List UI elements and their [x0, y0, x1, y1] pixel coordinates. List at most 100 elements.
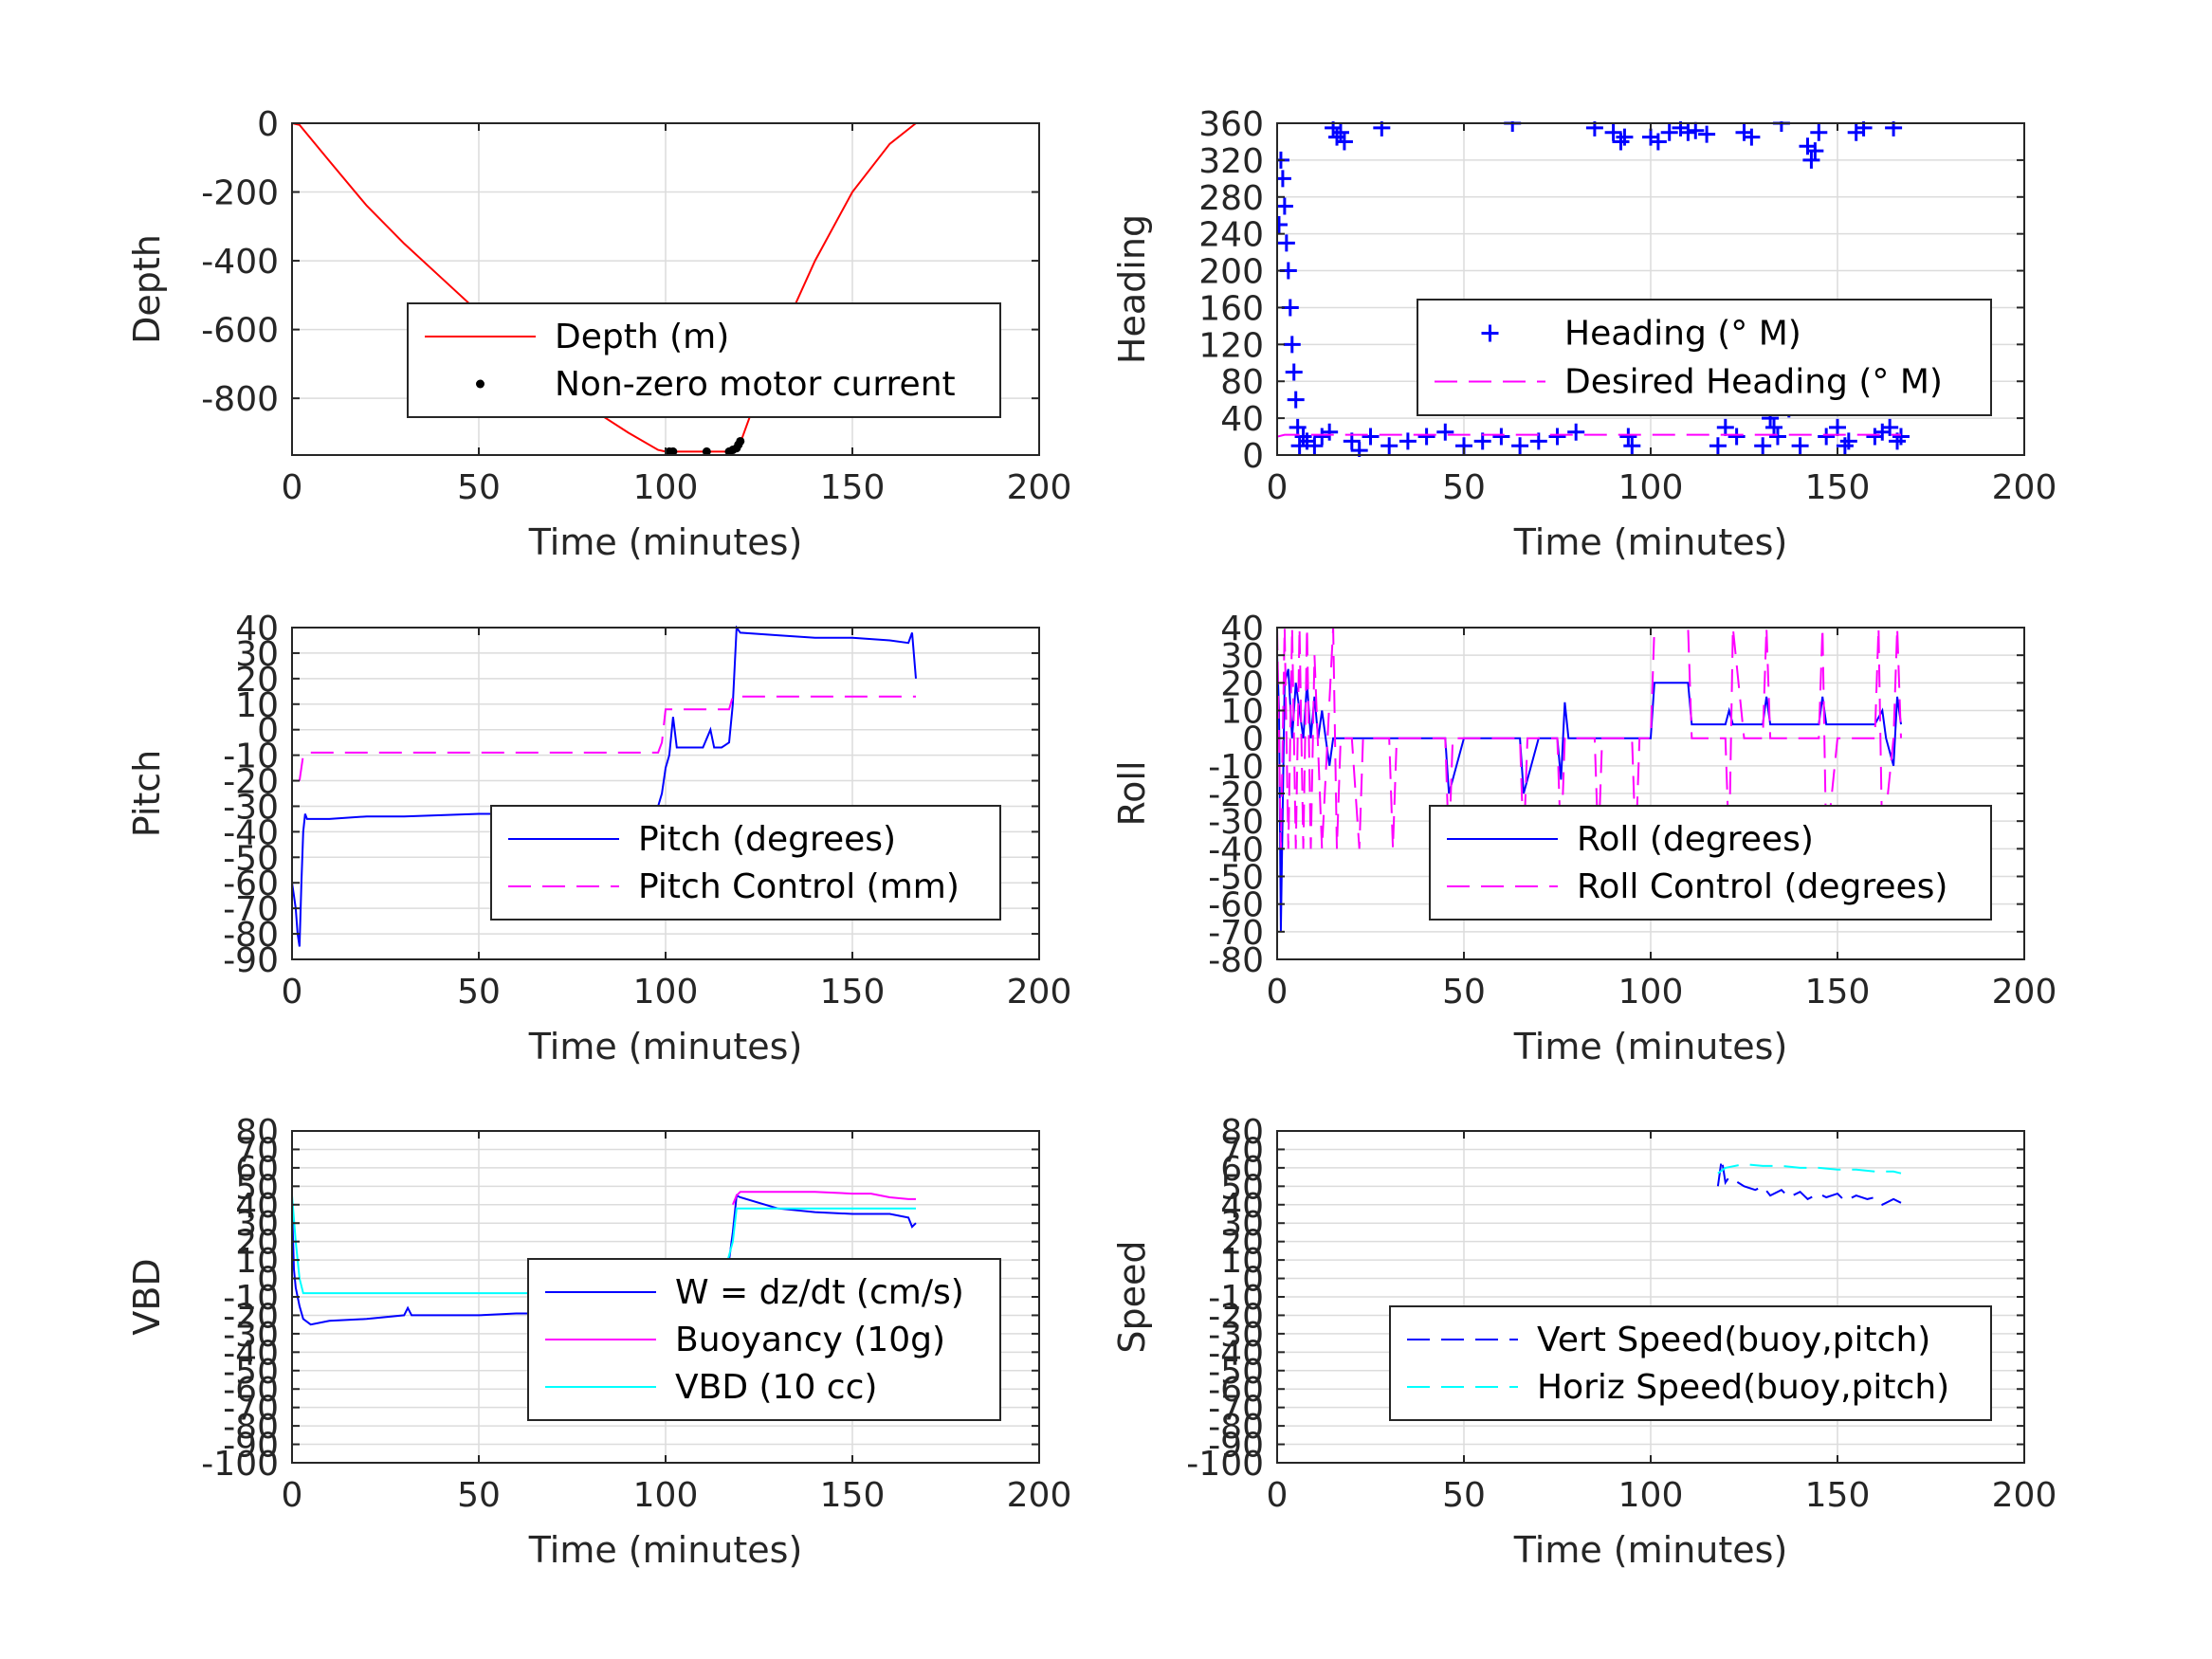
- heading-series-0-point: [1373, 121, 1391, 137]
- y-tick-label: 70: [1220, 1131, 1264, 1170]
- y-tick-label: -10: [1208, 1279, 1264, 1318]
- y-tick-label: -70: [223, 1390, 279, 1429]
- pitch-axes: 0 50 100 150 200403020100-10-20-30-40-50-60-…: [126, 610, 1071, 1067]
- y-tick-label: -80: [1208, 1408, 1264, 1447]
- y-tick-label: 0: [1242, 1261, 1264, 1300]
- heading-series-0-point: [1321, 423, 1339, 441]
- y-tick-label: -40: [1208, 830, 1264, 869]
- y-tick-label: -50: [223, 1353, 279, 1392]
- legend-label: Roll Control (degrees): [1577, 867, 1947, 906]
- legend-label: Heading (° M): [1564, 315, 1801, 354]
- heading-series-0-point: [1855, 121, 1873, 137]
- heading-series-0-point: [1679, 123, 1697, 141]
- y-tick-label: 80: [1220, 363, 1264, 402]
- y-axis-label: VBD: [126, 1258, 168, 1335]
- x-axis-label: Time (minutes): [1513, 1529, 1788, 1571]
- x-tick-label: 200: [1007, 1476, 1072, 1515]
- y-tick-label: 0: [257, 1261, 279, 1300]
- vbd-axes: 0 50 100 150 20080706050403020100-10-20-30-4…: [126, 1113, 1071, 1571]
- legend-label: VBD (10 cc): [675, 1368, 877, 1407]
- y-tick-label: 200: [1198, 253, 1264, 292]
- heading-series-0-point: [1791, 437, 1809, 455]
- heading-series-0-point: [1604, 123, 1622, 141]
- y-tick-label: -40: [223, 813, 279, 852]
- heading-series-0-point: [1362, 428, 1380, 446]
- x-tick-label: 0: [1267, 468, 1289, 507]
- y-tick-label: -80: [1208, 941, 1264, 980]
- depth-plot: [292, 122, 917, 456]
- heading-series-0-point: [1335, 133, 1353, 151]
- y-tick-label: -60: [223, 1371, 279, 1410]
- heading-series-0-point: [1885, 121, 1903, 137]
- x-axis-label: Time (minutes): [528, 1529, 803, 1571]
- legend-label: Pitch (degrees): [638, 820, 896, 859]
- depth-legend: Depth (m) Non-zero motor current: [407, 302, 1001, 418]
- heading-series-0-point: [1567, 423, 1585, 441]
- x-tick-label: 100: [633, 973, 699, 1012]
- y-tick-label: -20: [1208, 775, 1264, 814]
- heading-series-0-point: [1417, 428, 1435, 446]
- x-tick-label: 0: [282, 973, 303, 1012]
- y-tick-label: 120: [1198, 326, 1264, 365]
- depth-axes: 0 50 100 150 200 0 -200 -400 -600 -800 Time (minut…: [126, 105, 1071, 563]
- legend-box: [1429, 805, 1992, 921]
- legend-box: [490, 805, 1001, 921]
- y-tick-label: 40: [235, 610, 279, 648]
- y-tick-label: -60: [1208, 1371, 1264, 1410]
- legend-label: W = dz/dt (cm/s): [675, 1273, 964, 1312]
- legend-label: Non-zero motor current: [555, 365, 956, 404]
- y-tick-label: 20: [235, 661, 279, 700]
- heading-series-0-point: [1839, 432, 1857, 450]
- heading-series-0-point: [1380, 437, 1398, 455]
- vbd-legend: W = dz/dt (cm/s) Buoyancy (10g) VBD (10 cc…: [527, 1258, 1001, 1421]
- heading-series-0-point: [1619, 428, 1637, 446]
- heading-series-0-point: [1754, 437, 1772, 455]
- y-tick-label: -20: [223, 1297, 279, 1336]
- y-tick-label: -90: [1208, 1427, 1264, 1466]
- vbd-series-1: [731, 1191, 916, 1206]
- heading-series-0-point: [1529, 432, 1547, 450]
- x-tick-label: 0: [1267, 1476, 1289, 1515]
- y-tick-label: -30: [1208, 1316, 1264, 1355]
- heading-series-0-point: [1398, 432, 1417, 450]
- speed-series-0: [1716, 1158, 1902, 1207]
- x-tick-label: 100: [1618, 973, 1684, 1012]
- y-tick-label: 280: [1198, 179, 1264, 218]
- y-tick-label: -30: [223, 788, 279, 827]
- heading-series-0-point: [1818, 428, 1836, 446]
- y-tick-label: 40: [1220, 400, 1264, 439]
- y-tick-label: 40: [1220, 1187, 1264, 1226]
- pitch-series-1: [298, 695, 916, 781]
- y-tick-label: -30: [1208, 803, 1264, 842]
- pitch-legend: Pitch (degrees) Pitch Control (mm): [490, 805, 1001, 921]
- x-tick-label: 100: [633, 468, 699, 507]
- y-tick-label: 10: [1220, 1242, 1264, 1281]
- y-tick-label: -80: [223, 1408, 279, 1447]
- y-tick-label: 0: [257, 105, 279, 144]
- legend-box: [1389, 1305, 1992, 1421]
- heading-series-1: [1277, 433, 1901, 438]
- x-tick-label: 0: [1267, 973, 1289, 1012]
- y-tick-label: -600: [201, 312, 279, 351]
- heading-series-0-point: [1436, 423, 1454, 441]
- y-tick-label: 20: [1220, 1224, 1264, 1263]
- heading-series-0-point: [1806, 142, 1824, 160]
- heading-series-0-point: [1716, 418, 1734, 436]
- heading-axes: 0 50 100 150 20004080120160200240280320360Ti…: [1111, 105, 2057, 563]
- x-axis-label: Time (minutes): [528, 1026, 803, 1067]
- y-tick-label: 40: [1220, 610, 1264, 648]
- legend-label: Pitch Control (mm): [638, 867, 960, 906]
- x-tick-label: 200: [1992, 1476, 2057, 1515]
- x-tick-label: 50: [457, 468, 501, 507]
- heading-series-0-point: [1548, 428, 1566, 446]
- speed-legend: Vert Speed(buoy,pitch) Horiz Speed(buoy,p…: [1389, 1305, 1992, 1421]
- x-tick-label: 100: [1618, 1476, 1684, 1515]
- heading-legend: Heading (° M) Desired Heading (° M): [1417, 299, 1992, 416]
- y-tick-label: 20: [235, 1224, 279, 1263]
- y-tick-label: 240: [1198, 216, 1264, 255]
- y-tick-label: 50: [1220, 1168, 1264, 1207]
- y-tick-label: -50: [1208, 1353, 1264, 1392]
- y-tick-label: -70: [1208, 914, 1264, 953]
- heading-series-0-point: [1881, 418, 1899, 436]
- y-tick-label: -100: [201, 1445, 279, 1484]
